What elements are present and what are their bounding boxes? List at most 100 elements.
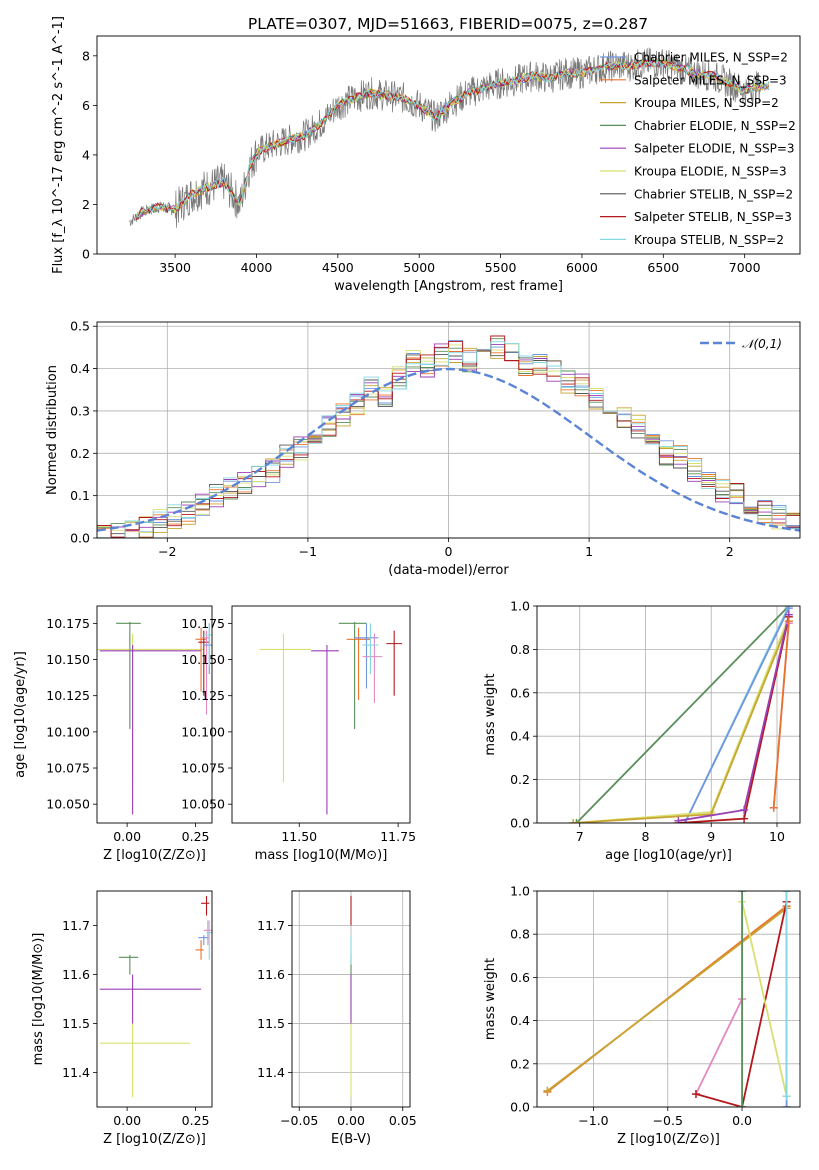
- axes-frame: [96, 321, 801, 539]
- y-tick-label: 0.4: [70, 361, 90, 376]
- legend-label: 𝒩(0,1): [742, 337, 782, 351]
- y-tick-label: 10.125: [46, 688, 90, 703]
- weight-marker-6: [782, 1103, 791, 1107]
- panel-mass-vs-Z: 0.00 0.25 11.4 11.5 11.6 11.7 Z [log10(Z/Z⊙)] m…: [31, 890, 213, 1147]
- x-axis-label: mass [log10(M/M⊙)]: [255, 848, 388, 863]
- x-tick-label: 8: [642, 829, 650, 844]
- x-tick-label: 6500: [647, 260, 679, 275]
- model-line-2: [135, 57, 770, 221]
- y-tick-label: 11.7: [257, 918, 285, 933]
- plot-area: [259, 621, 403, 815]
- legend-label: Kroupa STELIB, N_SSP=2: [634, 233, 784, 247]
- x-axis-label: E(B-V): [331, 1132, 371, 1147]
- weight-line-0: [575, 606, 790, 823]
- x-tick-label: 4000: [241, 260, 273, 275]
- histogram-step-0: [97, 339, 800, 538]
- weight-marker-4: [569, 819, 578, 823]
- weight-marker-7: [782, 1092, 791, 1101]
- legend-label: Salpeter ELODIE, N_SSP=3: [634, 142, 795, 156]
- plot-area: [543, 891, 791, 1107]
- x-tick-label: 7000: [729, 260, 761, 275]
- y-tick-label: 10.050: [46, 797, 90, 812]
- y-tick-label: 2: [82, 197, 90, 212]
- weight-line-8: [772, 621, 790, 808]
- legend-label: Kroupa MILES, N_SSP=2: [634, 96, 779, 110]
- y-tick-label: 0.8: [510, 642, 530, 657]
- x-tick-label: 0.00: [113, 829, 141, 844]
- plot-area: [569, 606, 793, 823]
- y-tick-label: 0.5: [70, 319, 90, 334]
- y-tick-label: 10.075: [181, 761, 225, 776]
- x-tick-label: 0: [445, 544, 453, 559]
- panel-massweight-vs-age: 7 8 9 10 0.0 0.2 0.4 0.6 0.8 1.0 age [log10(age/yr…: [483, 599, 801, 863]
- y-tick-label: 11.6: [62, 967, 90, 982]
- panel-residuals: −2 −1 0 1 2 0.0 0.1 0.2 0.3 0.4 0.5 (data-model)/er…: [45, 319, 801, 578]
- weight-line-1: [546, 907, 788, 1092]
- axes-frame: [231, 605, 411, 824]
- weight-line-6: [678, 614, 790, 822]
- legend-label: Salpeter MILES, N_SSP=3: [634, 73, 787, 87]
- y-tick-label: 11.5: [257, 1016, 285, 1031]
- x-tick-label: 3500: [159, 260, 191, 275]
- y-axis-label: mass weight: [483, 673, 498, 755]
- y-tick-label: 10.100: [181, 724, 225, 739]
- y-tick-label: 11.7: [62, 918, 90, 933]
- weight-marker-5: [738, 891, 747, 895]
- weight-marker-5: [738, 1103, 747, 1107]
- x-tick-label: 2: [726, 544, 734, 559]
- x-tick-label: −2: [158, 544, 176, 559]
- x-tick-label: 11.75: [380, 829, 416, 844]
- axes-frame: [96, 605, 213, 824]
- legend-label: Salpeter STELIB, N_SSP=3: [634, 210, 792, 224]
- figure-title: PLATE=0307, MJD=51663, FIBERID=0075, z=0…: [248, 15, 648, 33]
- y-tick-label: 0.8: [510, 927, 530, 942]
- legend-label: Chabrier MILES, N_SSP=2: [634, 51, 788, 65]
- plot-area: [97, 621, 212, 815]
- y-axis-label: mass [log10(M/M⊙)]: [31, 933, 46, 1066]
- model-line-7: [135, 58, 770, 220]
- x-tick-label: 1: [585, 544, 593, 559]
- weight-line-2: [695, 998, 743, 1095]
- y-axis-label: age [log10(age/yr)]: [13, 651, 28, 778]
- x-tick-label: 0.00: [113, 1113, 141, 1128]
- y-tick-label: 0.6: [510, 970, 530, 985]
- histogram-step-8: [97, 341, 800, 538]
- y-axis-label: Normed distribution: [45, 365, 60, 495]
- y-tick-label: 4: [82, 147, 90, 162]
- y-tick-label: 10.100: [46, 724, 90, 739]
- x-tick-label: 4500: [322, 260, 354, 275]
- y-tick-label: 0.3: [70, 403, 90, 418]
- y-tick-label: 0.2: [510, 1056, 530, 1071]
- y-tick-label: 0.4: [510, 1013, 530, 1028]
- y-tick-label: 10.050: [181, 797, 225, 812]
- x-tick-label: 0.25: [182, 829, 210, 844]
- y-tick-label: 10.150: [46, 652, 90, 667]
- y-axis-label: mass weight: [483, 958, 498, 1040]
- x-tick-label: −0.5: [653, 1113, 683, 1128]
- weight-marker-7: [782, 891, 791, 895]
- weight-marker-6: [674, 816, 683, 823]
- x-axis-label: (data-model)/error: [388, 563, 509, 578]
- plot-area: [129, 47, 770, 228]
- spectrum-data-line: [129, 47, 762, 228]
- panel-massweight-vs-Z: −1.0 −0.5 0.0 0.0 0.2 0.4 0.6 0.8 1.0 Z [log10(Z/…: [483, 884, 801, 1147]
- x-tick-label: 0.25: [182, 1113, 210, 1128]
- weight-marker-8: [784, 617, 793, 626]
- x-tick-label: 10: [769, 829, 785, 844]
- x-tick-label: 0.00: [337, 1113, 365, 1128]
- weight-marker-3: [691, 1090, 700, 1099]
- y-tick-label: 0.2: [510, 772, 530, 787]
- legend-label: Chabrier STELIB, N_SSP=2: [634, 187, 793, 201]
- plot-area: [99, 895, 212, 1098]
- y-tick-label: 10.175: [181, 616, 225, 631]
- x-tick-label: 0.0: [732, 1113, 752, 1128]
- y-tick-label: 0.2: [70, 446, 90, 461]
- weight-line-2: [684, 607, 790, 823]
- x-tick-label: 0.05: [389, 1113, 417, 1128]
- y-tick-label: 0.1: [70, 488, 90, 503]
- y-tick-label: 11.5: [62, 1016, 90, 1031]
- y-axis-label: Flux [f_λ 10^-17 erg cm^-2 s^-1 A^-1]: [51, 16, 66, 274]
- y-tick-label: 1.0: [510, 884, 530, 899]
- y-tick-label: 6: [82, 98, 90, 113]
